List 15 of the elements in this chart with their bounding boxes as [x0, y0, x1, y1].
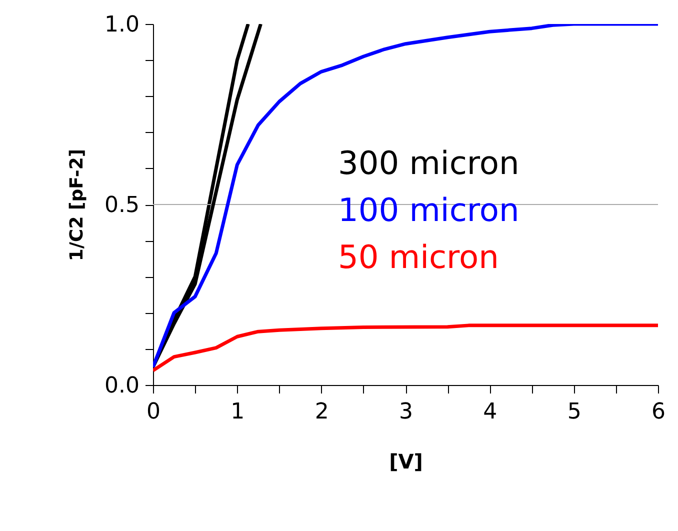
x-axis-title: [V] — [389, 450, 423, 474]
x-tick-label: 0 — [146, 400, 160, 424]
text: 100 micron — [338, 191, 520, 229]
x-tick-label: 3 — [399, 400, 413, 424]
x-tick-label: 1 — [230, 400, 245, 424]
y-axis-title: 1/C2 [pF-2] — [66, 148, 88, 262]
x-tick-label: 6 — [652, 400, 666, 424]
y-tick-label: 0.5 — [104, 193, 140, 218]
x-tick-label: 4 — [483, 400, 498, 424]
x-tick-label: 5 — [567, 400, 582, 424]
x-tick-label: 2 — [314, 400, 329, 424]
y-tick-label: 1.0 — [104, 12, 140, 38]
y-tick-label: 0.0 — [104, 374, 140, 398]
series-label: 50 micron — [338, 238, 499, 276]
text: 300 micron — [338, 144, 520, 182]
